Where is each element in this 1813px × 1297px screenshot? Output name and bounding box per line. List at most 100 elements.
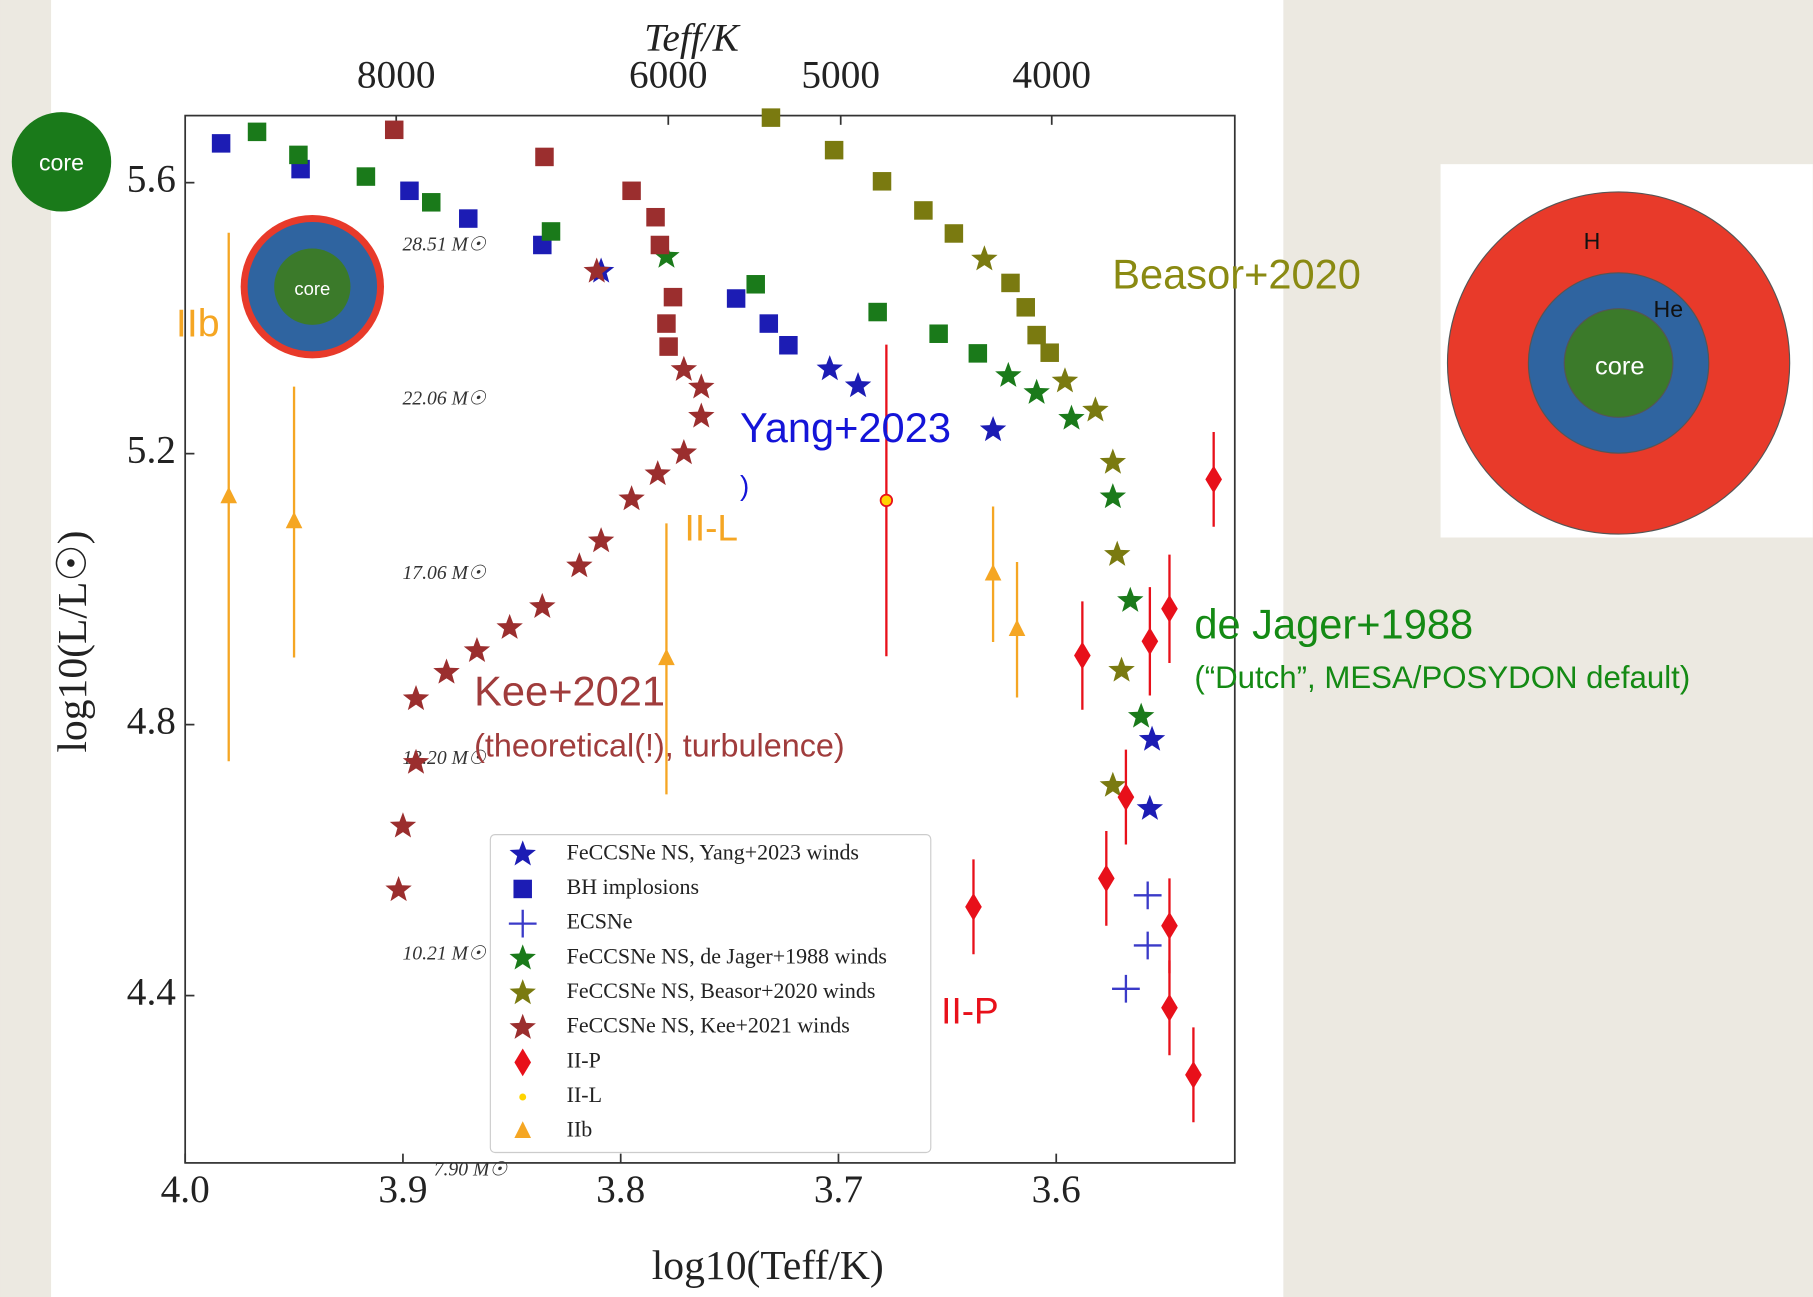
square-marker [779, 335, 798, 355]
inset-core-label: core [294, 278, 330, 299]
legend-marker [509, 1013, 536, 1039]
star-marker [1099, 771, 1127, 797]
star-marker [971, 245, 998, 271]
top-axis-label: Teff/K [644, 16, 740, 60]
plot: 4.0 3.9 3.8 3.7 3.6 4.4 4.8 5.2 5.6 8000 6000 5000 4… [50, 16, 1236, 1289]
top-x-tick-label: 5000 [801, 53, 880, 97]
core-badge-label: core [39, 149, 84, 175]
square-marker [657, 314, 676, 333]
y-axis-label: log10(L/L☉) [50, 530, 96, 752]
square-marker [459, 209, 478, 228]
shell-label: H [1584, 228, 1601, 254]
shell-label: He [1654, 296, 1684, 322]
star-marker [979, 416, 1007, 442]
annotation: II-P [941, 991, 999, 1032]
star-marker [995, 361, 1022, 387]
diamond-marker [1205, 465, 1222, 494]
square-marker [726, 289, 746, 308]
x-tick-label: 3.8 [596, 1167, 645, 1211]
legend-label: FeCCSNe NS, de Jager+1988 winds [567, 943, 887, 968]
square-marker [289, 145, 308, 165]
legend-marker [509, 840, 536, 866]
annotation: (theoretical(!), turbulence) [474, 727, 845, 763]
annotation: (“Dutch”, MESA/POSYDON default) [1194, 660, 1690, 695]
square-marker [541, 222, 561, 241]
top-x-tick-label: 6000 [629, 53, 708, 97]
track-label: 28.51 M☉ [402, 234, 486, 256]
square-marker [421, 193, 441, 212]
square-marker [872, 172, 892, 191]
star-marker [1138, 725, 1166, 751]
star-marker [1108, 656, 1135, 682]
annotation: ) [740, 470, 749, 501]
triangle-marker [220, 486, 238, 504]
square-marker [929, 324, 948, 343]
square-marker [291, 159, 310, 179]
square-marker [384, 120, 404, 140]
star-marker [670, 439, 698, 465]
diamond-marker [1161, 911, 1178, 940]
star-marker [618, 485, 645, 511]
square-marker [759, 314, 779, 333]
star-marker [1058, 404, 1085, 430]
diamond-marker [1074, 641, 1091, 670]
star-marker [816, 355, 843, 381]
annotation: IIb [176, 301, 220, 345]
track-label: 22.06 M☉ [402, 387, 486, 409]
legend-marker [508, 909, 537, 938]
square-marker [968, 344, 988, 363]
legend: FeCCSNe NS, Yang+2023 winds BH implosions… [489, 834, 932, 1154]
square-marker [914, 201, 933, 220]
legend-marker [509, 944, 536, 970]
square-marker [659, 337, 678, 356]
x-tick-label: 3.6 [1032, 1167, 1081, 1211]
star-marker [1117, 586, 1144, 612]
star-marker [1136, 794, 1164, 820]
y-tick-label: 4.4 [127, 970, 176, 1014]
diamond-marker [1097, 864, 1115, 893]
legend-label: FeCCSNe NS, Beasor+2020 winds [567, 978, 876, 1003]
star-marker [644, 460, 671, 486]
star-marker [670, 355, 698, 381]
legend-label: ECSNe [567, 909, 633, 934]
annotation: II-L [685, 507, 738, 548]
legend-marker [514, 1121, 532, 1138]
square-marker [746, 275, 765, 294]
star-marker [688, 402, 715, 428]
star-marker [1082, 396, 1109, 422]
x-axis-label: log10(Teff/K) [652, 1243, 884, 1289]
star-marker [389, 812, 417, 838]
y-tick-label: 4.8 [127, 699, 176, 743]
x-tick-label: 4.0 [161, 1167, 210, 1211]
triangle-marker [285, 511, 303, 529]
star-marker [1099, 483, 1127, 509]
track-label: 13.20 M☉ [402, 747, 486, 769]
star-marker [688, 373, 715, 399]
star-marker [1127, 702, 1155, 728]
star-marker [1023, 378, 1050, 404]
square-marker [211, 134, 231, 153]
square-marker [650, 235, 670, 255]
square-marker [247, 122, 267, 142]
track-label: 10.21 M☉ [402, 942, 486, 964]
square-marker [646, 207, 665, 227]
legend-marker [519, 1093, 527, 1101]
y-tick-label: 5.2 [127, 428, 176, 472]
legend-label: IIb [567, 1117, 593, 1142]
inset-core [274, 248, 351, 325]
star-marker [653, 242, 680, 268]
square-marker [1016, 298, 1035, 317]
diamond-marker [1141, 627, 1159, 656]
diamond-marker [1161, 993, 1178, 1022]
legend-label: BH implosions [567, 874, 699, 899]
annotation: Yang+2023 [740, 404, 951, 451]
square-marker [400, 181, 419, 201]
star-marker [433, 658, 460, 684]
x-tick-label: 3.7 [814, 1167, 863, 1211]
core-badge [11, 112, 112, 212]
legend-label: II-L [567, 1082, 602, 1107]
legend-label: II-P [567, 1047, 601, 1072]
track-label: 17.06 M☉ [402, 562, 486, 584]
star-marker [583, 257, 610, 283]
